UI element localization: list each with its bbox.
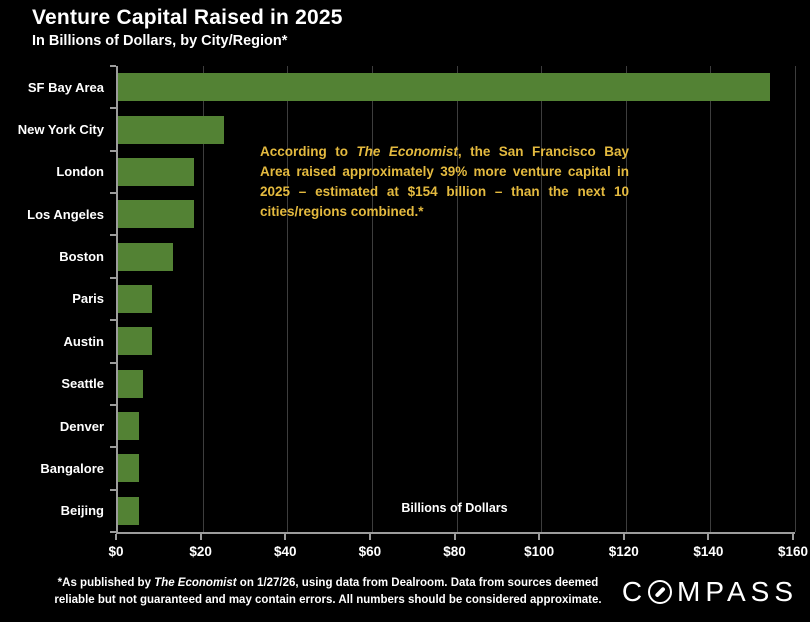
bar: [118, 157, 195, 186]
text-segment: According to: [260, 144, 357, 159]
x-axis-tick: [707, 534, 710, 540]
x-axis-tick-label: $100: [524, 544, 555, 559]
bar-row: [118, 363, 795, 405]
bar: [118, 412, 140, 441]
y-axis-tick: [110, 403, 116, 406]
category-label: SF Bay Area: [27, 79, 104, 95]
bar: [118, 496, 140, 525]
category-label: Paris: [72, 291, 104, 307]
y-axis-tick: [110, 234, 116, 237]
x-axis-tick-label: $20: [189, 544, 212, 559]
x-axis-tick: [453, 534, 456, 540]
x-axis-tick: [538, 534, 541, 540]
bar-chart: SF Bay Area New York City London Los Angele…: [0, 65, 810, 559]
category-label: Beijing: [60, 503, 104, 519]
category-label: London: [56, 164, 104, 180]
page-subtitle: In Billions of Dollars, by City/Region*: [32, 33, 288, 49]
gridline: [371, 66, 373, 532]
y-axis-tick: [110, 488, 116, 491]
bar-row: [118, 320, 795, 362]
bar-row: [118, 66, 795, 108]
text-segment: *As published by: [57, 577, 155, 589]
gridline: [456, 66, 458, 532]
gridline: [795, 66, 796, 532]
x-axis-tick-label: $60: [358, 544, 382, 559]
x-axis-tick-label: $120: [608, 544, 639, 559]
y-axis-tick: [110, 531, 116, 533]
bar: [118, 284, 152, 313]
category-label: Seattle: [61, 376, 104, 392]
x-axis-tick: [284, 534, 287, 540]
logo-text-post: MPASS: [677, 576, 798, 607]
bar-row: [118, 193, 795, 235]
x-axis-tick: [622, 534, 625, 540]
bar-row: [118, 151, 795, 193]
category-label: Austin: [63, 333, 104, 349]
category-label: Denver: [59, 418, 104, 434]
category-label: New York City: [17, 122, 104, 138]
gridline: [541, 66, 543, 532]
x-axis-tick: [792, 534, 794, 540]
plot-area: [110, 65, 796, 534]
italic-text-segment: The Economist: [356, 144, 458, 159]
bar-row: [118, 235, 795, 277]
gridline: [625, 66, 627, 532]
footnote-text: *As published by The Economist on 1/27/2…: [42, 575, 614, 608]
y-axis-tick: [110, 276, 116, 279]
bar: [118, 200, 195, 229]
bar: [118, 73, 770, 102]
compass-needle-icon: [654, 586, 666, 598]
bar-rows: [118, 66, 795, 532]
y-axis-tick: [110, 446, 116, 449]
x-axis-tick: [199, 534, 202, 540]
x-axis-tick-label: $40: [273, 544, 297, 559]
compass-logo: C MPASS: [622, 576, 798, 608]
bar-row: [118, 490, 795, 532]
annotation-text: According to The Economist, the San Fran…: [260, 142, 629, 222]
bar: [118, 454, 140, 483]
category-label: Bangalore: [40, 460, 104, 476]
bar-row: [118, 405, 795, 447]
x-axis-label: Billions of Dollars: [401, 501, 508, 515]
text-segment: on 1/27/26, using data from Dealroom. Da…: [54, 577, 602, 606]
text-segment: , the San Francisco Bay Area raised appr…: [260, 144, 629, 219]
x-axis-tick-label: $80: [443, 544, 466, 559]
gridline: [287, 66, 289, 532]
bar: [118, 327, 152, 356]
bar: [118, 115, 224, 144]
y-axis-tick: [110, 319, 116, 322]
bar-row: [118, 108, 795, 150]
bar-row: [118, 278, 795, 320]
bar: [118, 242, 173, 271]
y-axis-tick: [110, 65, 116, 67]
italic-text-segment: The Economist: [154, 577, 237, 589]
x-axis-tick-label: $140: [693, 544, 724, 559]
category-labels: SF Bay Area New York City London Los Angele…: [0, 66, 104, 532]
page-title: Venture Capital Raised in 2025: [32, 6, 343, 29]
y-axis-tick: [110, 107, 116, 110]
y-axis-tick: [110, 361, 116, 364]
bar-row: [118, 447, 795, 489]
category-label: Boston: [59, 249, 104, 265]
gridline: [202, 66, 204, 532]
x-axis-tick: [115, 534, 117, 540]
y-axis-tick: [110, 149, 116, 152]
bar: [118, 369, 144, 398]
compass-o-icon: [648, 580, 673, 604]
gridline: [710, 66, 712, 532]
category-label: Los Angeles: [27, 206, 104, 222]
x-axis-tick-label: $0: [108, 544, 124, 559]
logo-text-pre: C: [621, 576, 648, 607]
x-axis-tick-label: $160: [777, 544, 809, 559]
x-axis-tick: [368, 534, 371, 540]
y-axis-tick: [110, 192, 116, 195]
